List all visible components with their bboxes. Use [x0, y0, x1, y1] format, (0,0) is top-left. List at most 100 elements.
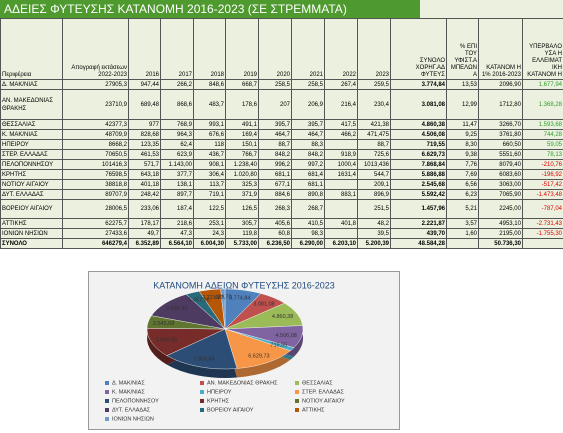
table-cell: 268,7: [291, 199, 325, 219]
table-cell: 848,6: [193, 79, 226, 90]
table-cell: 439,70: [390, 228, 447, 239]
table-cell: 122,5: [193, 199, 226, 219]
table-cell: 689,48: [128, 89, 161, 120]
table-cell: 1.238,40: [225, 159, 259, 170]
table-cell: 5.200,39: [357, 238, 391, 249]
table-cell: 230,4: [357, 89, 391, 120]
table-cell: 544,7: [357, 169, 391, 180]
table-cell: 266,2: [160, 79, 194, 90]
table-cell: 993,1: [193, 119, 226, 130]
table-cell: ΔΥΤ. ΕΛΛΑΔΑΣ: [0, 189, 63, 200]
legend-label: ΑΝ. ΜΑΚΕΔΟΝΙΑΣ ΘΡΑΚΗΣ: [207, 380, 278, 386]
table-cell: 88,3: [291, 139, 325, 150]
table-cell: 23710,9: [62, 89, 129, 120]
table-cell: 4.860,38: [390, 119, 447, 130]
table-cell: 169,4: [225, 129, 259, 140]
table-cell: 101416,3: [62, 159, 129, 170]
table-cell: 2096,90: [478, 79, 523, 90]
table-cell: 417,5: [324, 119, 358, 130]
legend-label: ΠΕΛΟΠΟΝΝΗΣΟΥ: [112, 398, 159, 404]
data-label: 6.629,73: [248, 353, 269, 359]
data-label: 5.886,88: [156, 338, 177, 344]
table-cell: 28006,5: [62, 199, 129, 219]
table-cell: 3266,70: [478, 119, 523, 130]
table-cell: 3,57: [446, 218, 479, 229]
table-cell: 126,5: [225, 199, 259, 219]
pie-slice: [224, 328, 291, 369]
table-cell: 676,6: [193, 129, 226, 140]
table-cell: 725,6: [357, 149, 391, 160]
table-cell: ΣΥΝΟΛΟ: [0, 238, 63, 249]
table-cell: 719,1: [193, 189, 226, 200]
table-cell: 766,7: [225, 149, 259, 160]
legend-label: ΚΡΗΤΗΣ: [207, 398, 230, 404]
table-cell: [522, 238, 563, 249]
table-cell: 6,56: [446, 179, 479, 190]
table-cell: ΚΡΗΤΗΣ: [0, 169, 63, 180]
table-cell: 908,1: [193, 159, 226, 170]
table-cell: 6.352,89: [128, 238, 161, 249]
legend-label: ΝΟΤΙΟΥ ΑΙΓΑΙΟΥ: [302, 398, 345, 404]
table-cell: 6.290,00: [291, 238, 325, 249]
table-cell: 119,8: [225, 228, 259, 239]
table-cell: 471,475: [357, 129, 391, 140]
table-cell: 896,9: [357, 189, 391, 200]
table-cell: 178,17: [128, 218, 161, 229]
table-cell: 491,1: [225, 119, 259, 130]
header-cell: Απογραφή εκτάσεων 2022-2023: [62, 18, 129, 80]
table-cell: 123,35: [128, 139, 161, 150]
table-cell: 5.592,42: [390, 189, 447, 200]
table-cell: 401,8: [324, 218, 358, 229]
table-cell: 2.545,68: [390, 179, 447, 190]
table-row: ΚΡΗΤΗΣ 76598,5 643,18 377,7 306,4 1.020,80 681…: [0, 169, 563, 180]
table-cell: 62,4: [160, 139, 194, 150]
table-cell: 997,2: [291, 159, 325, 170]
table-cell: 5.886,88: [390, 169, 447, 180]
table-cell: 258,5: [291, 79, 325, 90]
table-cell: 421,38: [357, 119, 391, 130]
data-label: 4.860,38: [272, 314, 293, 320]
total-row: ΣΥΝΟΛΟ 646279,4 6.352,89 6.564,10 6.004,30 5.…: [0, 238, 563, 249]
table-cell: 27433,6: [62, 228, 129, 239]
table-cell: 646279,4: [62, 238, 129, 249]
legend-label: ΣΤΕΡ. ΕΛΛΑΔΑΣ: [302, 389, 344, 395]
table-cell: 828,68: [128, 129, 161, 140]
table-cell: 483,7: [193, 89, 226, 120]
table-cell: 9,38: [446, 149, 479, 160]
data-label: 2.221,87: [202, 295, 223, 301]
table-cell: 7,69: [446, 169, 479, 180]
header-cell: ΥΠΕΡΒΑΛΟ ΥΣΑ Η ΕΛΛΕΙΜΑΤ ΙΚΗ ΚΑΤΑΝΟΜ Η: [522, 18, 563, 80]
table-row: ΣΤΕΡ. ΕΛΛΑΔΑΣ 70650,5 461,53 623,9 436,7 766,…: [0, 149, 563, 160]
header-cell: 2022: [324, 18, 358, 80]
table-cell: 6.564,10: [160, 238, 194, 249]
table-cell: Δ. ΜΑΚ/ΝΙΑΣ: [0, 79, 63, 90]
table-cell: ΝΟΤΙΟΥ ΑΙΓΑΙΟΥ: [0, 179, 63, 190]
data-label: 4.506,08: [275, 333, 296, 339]
table-cell: 643,18: [128, 169, 161, 180]
table-cell: 13,53: [446, 79, 479, 90]
table-cell: ΑΝ. ΜΑΚΕΔΟΝΙΑΣ ΘΡΑΚΗΣ: [0, 89, 63, 120]
table-cell: 98,3: [291, 228, 325, 239]
table-cell: 8,30: [446, 139, 479, 150]
table-cell: 306,4: [193, 169, 226, 180]
data-label: 719,55: [270, 343, 287, 349]
table-cell: 8079,40: [478, 159, 523, 170]
header-cell: 2020: [258, 18, 292, 80]
table-cell: 918,9: [324, 149, 358, 160]
table-cell: ΣΤΕΡ. ΕΛΛΑΔΑΣ: [0, 149, 63, 160]
table-cell: 259,5: [357, 79, 391, 90]
legend-label: ΙΟΝΙΩΝ ΝΗΣΙΩΝ: [112, 416, 154, 422]
table-cell: 719,55: [390, 139, 447, 150]
table-cell: 150,1: [225, 139, 259, 150]
table-cell: 88,7: [357, 139, 391, 150]
table-cell: 6083,60: [478, 169, 523, 180]
table-cell: 6.004,30: [193, 238, 226, 249]
header-row: Περιφέρεια Απογραφή εκτάσεων 2022-2023 201…: [0, 18, 563, 80]
table-cell: 325,3: [225, 179, 259, 190]
table-cell: 868,6: [160, 89, 194, 120]
legend-swatch: [295, 381, 299, 385]
table-cell: 305,7: [225, 218, 259, 229]
table-cell: 207: [258, 89, 292, 120]
table-cell: 47,3: [160, 228, 194, 239]
table-cell: 178,6: [225, 89, 259, 120]
